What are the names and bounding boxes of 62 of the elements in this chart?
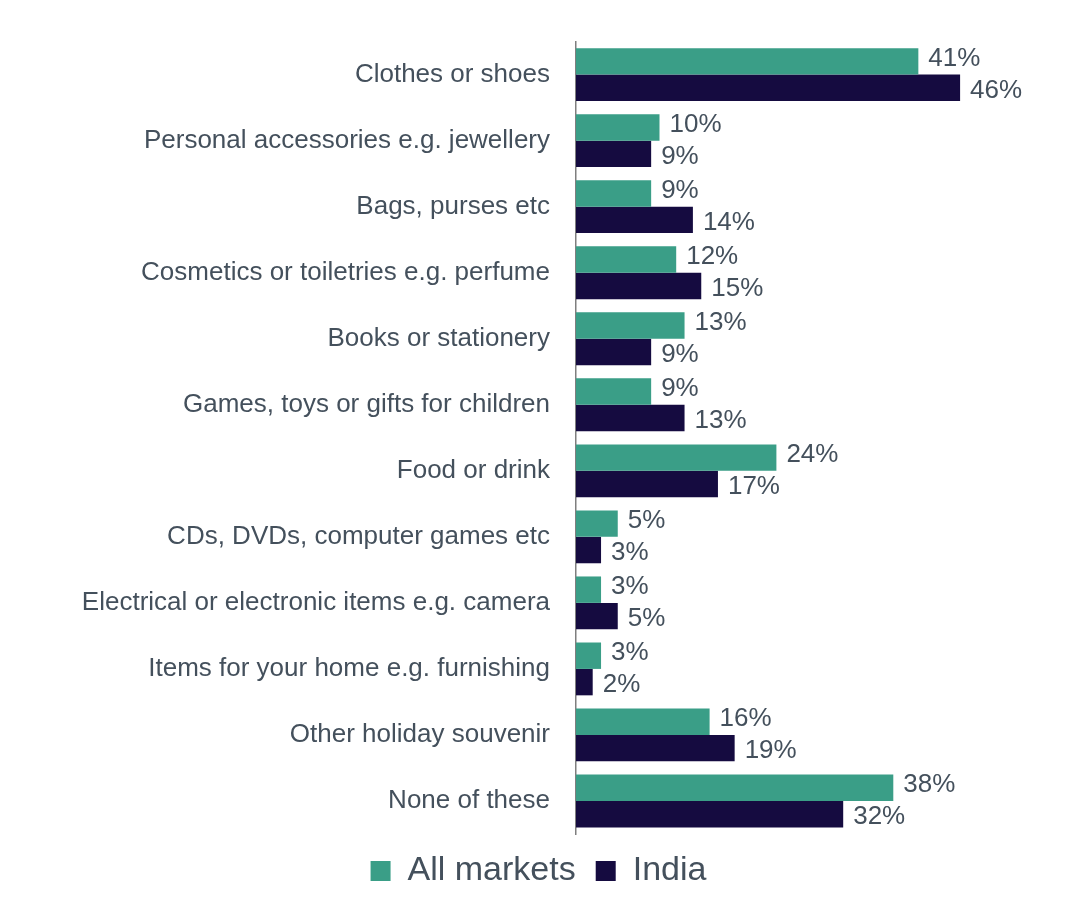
data-label: 46% [970,74,1023,104]
data-label: 38% [903,767,956,798]
data-label: 9% [661,173,699,204]
y-tick-label: Personal accessories e.g. jewellery [143,123,550,154]
data-label: 17% [727,470,780,501]
bar [576,272,702,300]
bar [576,510,618,537]
bar [576,800,844,828]
data-label: 9% [661,140,699,171]
bar [576,48,919,75]
data-label: 41% [928,41,981,72]
bar [576,536,602,564]
bar [576,734,735,762]
data-label: 3% [611,635,649,666]
bar [576,602,618,630]
data-label: 32% [853,800,906,831]
bar [576,312,685,339]
data-label: 9% [661,338,699,369]
y-tick-label: None of these [388,784,550,815]
bar [576,140,652,168]
data-label: 15% [711,272,764,303]
bar [576,774,894,801]
y-tick-label: Books or stationery [327,321,550,352]
data-label: 13% [694,305,747,336]
bar [576,114,660,141]
y-tick-label: Food or drink [396,453,551,484]
data-label: 2% [602,668,641,699]
data-label: 13% [694,404,747,435]
legend-label: India [632,849,707,888]
bar [576,444,777,471]
data-label: 16% [719,701,772,732]
bar [576,404,685,432]
y-tick-label: Games, toys or gifts for children [182,387,550,418]
data-label: 3% [611,536,649,567]
data-label: 5% [627,602,666,633]
y-tick-label: Items for your home e.g. furnishing [148,652,550,683]
data-label: 14% [702,206,755,237]
bar [576,246,677,273]
bar [576,74,961,102]
bar [576,642,602,669]
bar [576,206,693,234]
data-label: 19% [744,734,797,765]
y-tick-label: Bags, purses etc [356,189,550,220]
data-label: 24% [786,437,839,468]
bar [576,378,652,405]
data-label: 3% [611,569,649,600]
bar [576,576,602,603]
y-tick-label: Cosmetics or toiletries e.g. perfume [141,255,550,286]
bar [576,470,718,498]
data-label: 9% [661,371,699,402]
data-label: 12% [686,239,739,270]
data-label: 5% [627,503,666,534]
y-tick-label: CDs, DVDs, computer games etc [167,520,550,551]
legend-label: All markets [407,849,576,888]
data-label: 10% [669,107,722,138]
bar [576,668,593,696]
bar [576,708,710,735]
bar [576,338,652,366]
y-tick-label: Electrical or electronic items e.g. camera [81,586,551,617]
bar [576,180,652,207]
y-tick-label: Clothes or shoes [354,57,550,88]
y-tick-label: Other holiday souvenir [289,718,551,749]
